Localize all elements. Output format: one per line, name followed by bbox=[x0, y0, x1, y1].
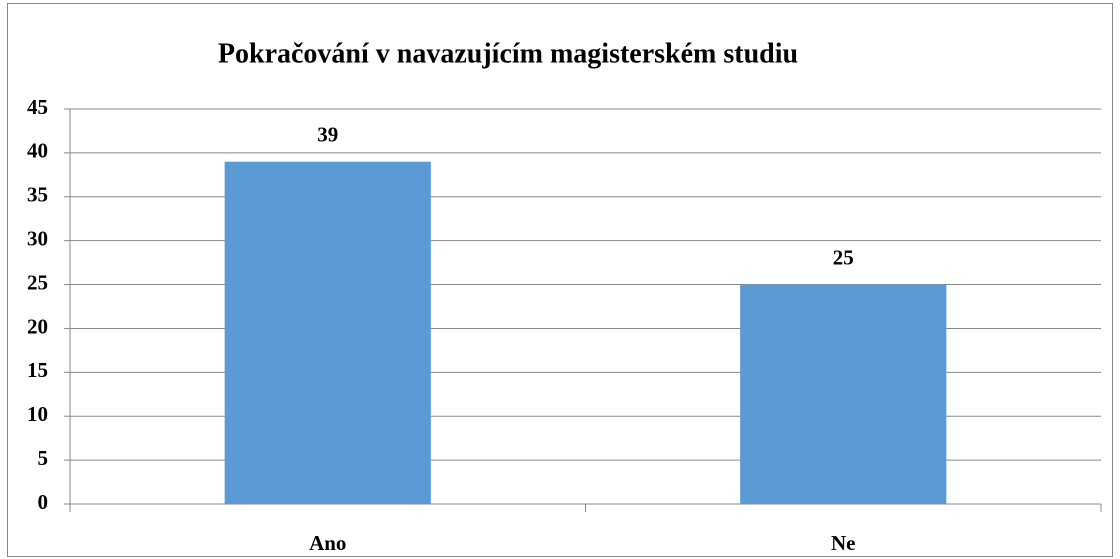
data-label: 25 bbox=[833, 245, 854, 269]
y-tick-label: 45 bbox=[27, 95, 48, 119]
y-tick-label: 30 bbox=[27, 226, 48, 250]
data-label: 39 bbox=[317, 122, 338, 146]
chart-border bbox=[7, 3, 1113, 557]
y-tick-label: 25 bbox=[27, 270, 48, 294]
y-tick-label: 20 bbox=[27, 314, 48, 338]
y-tick-label: 35 bbox=[27, 183, 48, 207]
bar bbox=[224, 161, 431, 504]
y-tick-label: 10 bbox=[27, 402, 48, 426]
y-tick-label: 0 bbox=[38, 490, 49, 514]
chart-title: Pokračování v navazujícím magisterském s… bbox=[218, 38, 798, 69]
x-tick-label: Ano bbox=[309, 531, 346, 555]
x-tick-label: Ne bbox=[831, 531, 856, 555]
y-tick-label: 5 bbox=[38, 446, 49, 470]
y-tick-label: 40 bbox=[27, 139, 48, 163]
y-tick-label: 15 bbox=[27, 358, 48, 382]
bar bbox=[740, 284, 947, 504]
